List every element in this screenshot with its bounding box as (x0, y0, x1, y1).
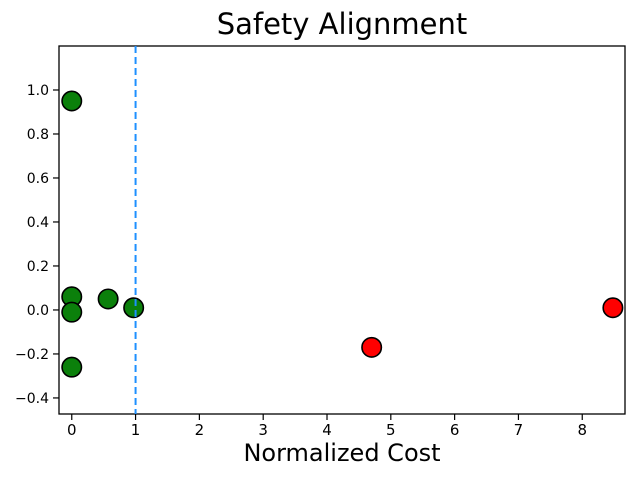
x-tick-label: 0 (67, 421, 77, 439)
green-data-point (61, 90, 83, 112)
y-tick-label: 0.6 (27, 171, 49, 187)
x-tick-label: 1 (131, 421, 141, 439)
x-axis-label: Normalized Cost (243, 439, 441, 467)
x-tick-label: 2 (195, 421, 205, 439)
chart-title: Safety Alignment (216, 7, 468, 41)
x-tick-label: 7 (514, 421, 524, 439)
y-tick-label: 0.4 (27, 215, 49, 231)
y-tick-label: −0.2 (15, 347, 49, 363)
axes-frame (58, 45, 626, 415)
y-tick-label: 0.2 (27, 259, 49, 275)
red-data-point (602, 297, 624, 319)
red-data-point (361, 336, 383, 358)
x-tick-label: 3 (258, 421, 268, 439)
green-data-point (61, 301, 83, 323)
x-tick-label: 5 (386, 421, 396, 439)
y-tick-label: 0.8 (27, 127, 49, 143)
y-tick-label: 1.0 (27, 83, 49, 99)
x-tick-label: 6 (450, 421, 460, 439)
x-tick-label: 4 (322, 421, 332, 439)
green-data-point (61, 356, 83, 378)
y-tick-label: 0.0 (27, 303, 49, 319)
green-data-point (97, 288, 119, 310)
x-tick-label: 8 (577, 421, 587, 439)
green-data-point (123, 297, 145, 319)
y-tick-label: −0.4 (15, 391, 49, 407)
